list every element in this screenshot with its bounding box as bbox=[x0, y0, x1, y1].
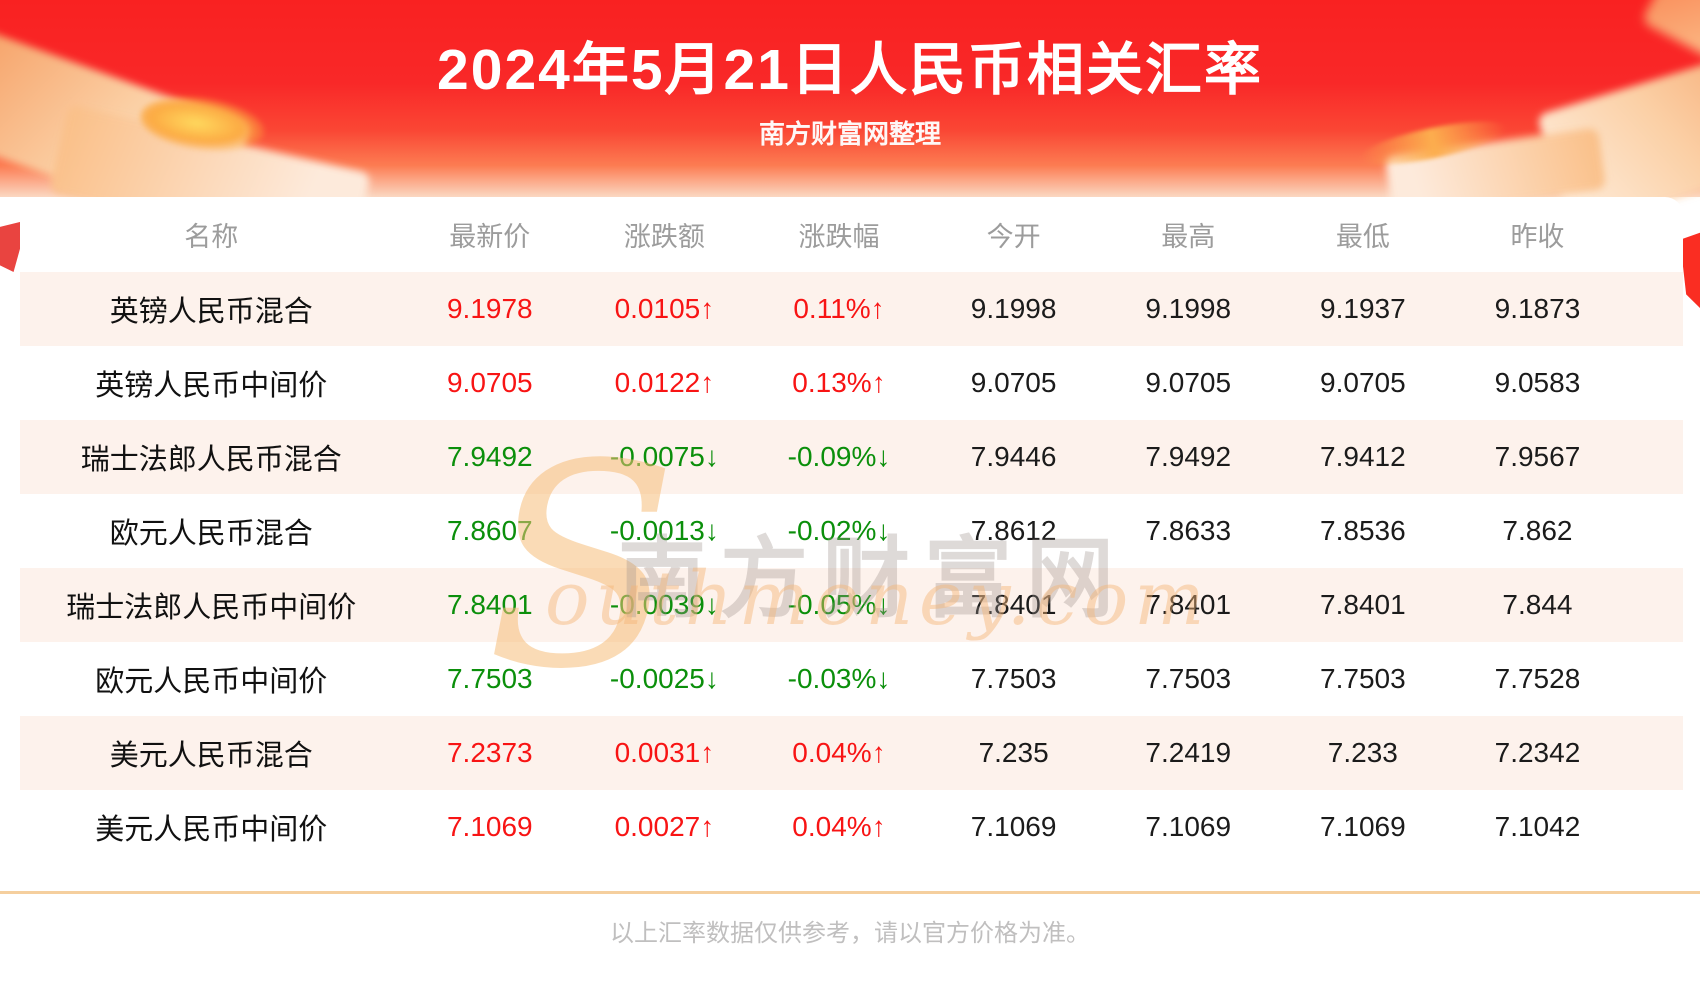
cell-prev-close: 9.0583 bbox=[1494, 367, 1581, 398]
cell-low: 9.1937 bbox=[1275, 272, 1451, 346]
cell-open: 7.8401 bbox=[926, 568, 1101, 642]
table-row: 欧元人民币中间价 7.7503 -0.0025↓ -0.03%↓ 7.7503 7.750… bbox=[20, 642, 1683, 716]
cell-latest: 7.1069 bbox=[446, 811, 533, 842]
table-row: 美元人民币中间价 7.1069 0.0027↑ 0.04%↑ 7.1069 7.1069 7… bbox=[20, 790, 1683, 864]
row-spacer-cell bbox=[1624, 716, 1683, 790]
column-header-name: 名称 bbox=[184, 222, 239, 252]
cell-change-pct: 0.04%↑ bbox=[751, 716, 927, 790]
cell-name: 瑞士法郎人民币混合 bbox=[20, 420, 403, 494]
cell-change-pct: -0.03%↓ bbox=[787, 663, 891, 694]
cell-change: -0.0025↓ bbox=[609, 663, 719, 694]
cell-latest: 7.7503 bbox=[446, 663, 533, 694]
rates-table: 名称 最新价 涨跌额 涨跌幅 今开 最高 最低 昨收 英镑人民币混合 9.1978 0.0105↑… bbox=[20, 197, 1683, 864]
cell-latest: 7.9492 bbox=[402, 420, 578, 494]
cell-name: 美元人民币中间价 bbox=[95, 814, 328, 846]
cell-name: 瑞士法郎人民币中间价 bbox=[20, 568, 403, 642]
row-spacer-cell bbox=[1625, 790, 1683, 864]
cell-prev-close: 7.7528 bbox=[1494, 663, 1581, 694]
table-header-row: 名称 最新价 涨跌额 涨跌幅 今开 最高 最低 昨收 bbox=[20, 197, 1683, 272]
cell-low: 7.9412 bbox=[1275, 420, 1451, 494]
cell-name: 欧元人民币混合 bbox=[109, 518, 313, 550]
table-row: 欧元人民币混合 7.8607 -0.0013↓ -0.02%↓ 7.8612 7.8633… bbox=[20, 494, 1683, 568]
rates-card: 名称 最新价 涨跌额 涨跌幅 今开 最高 最低 昨收 英镑人民币混合 9.1978 0.0105↑… bbox=[20, 197, 1683, 893]
cell-latest: 9.0705 bbox=[446, 367, 533, 398]
column-header-open: 今开 bbox=[986, 222, 1041, 252]
header-spacer-cell bbox=[1625, 197, 1683, 272]
cell-prev-close: 7.2342 bbox=[1450, 716, 1625, 790]
cell-change: 0.0122↑ bbox=[614, 367, 715, 398]
cell-high: 7.8633 bbox=[1145, 515, 1232, 546]
cell-high: 7.7503 bbox=[1145, 663, 1232, 694]
cell-change: 0.0105↑ bbox=[577, 272, 752, 346]
cell-latest: 7.2373 bbox=[402, 716, 578, 790]
cell-change: 0.0027↑ bbox=[614, 811, 715, 842]
cell-open: 7.8612 bbox=[970, 515, 1057, 546]
cell-name: 美元人民币混合 bbox=[20, 716, 403, 790]
table-row: 英镑人民币中间价 9.0705 0.0122↑ 0.13%↑ 9.0705 9.0705 9… bbox=[20, 346, 1683, 420]
cell-change: -0.0075↓ bbox=[577, 420, 752, 494]
table-row: 美元人民币混合 7.2373 0.0031↑ 0.04%↑ 7.235 7.2419 7.2… bbox=[20, 716, 1683, 790]
column-header-prev-close: 昨收 bbox=[1510, 222, 1565, 252]
cell-high: 9.1998 bbox=[1100, 272, 1276, 346]
cell-latest: 9.1978 bbox=[402, 272, 578, 346]
cell-name: 欧元人民币中间价 bbox=[95, 666, 328, 698]
column-header-latest: 最新价 bbox=[449, 222, 531, 252]
cell-prev-close: 7.862 bbox=[1502, 515, 1573, 546]
cell-open: 9.1998 bbox=[926, 272, 1101, 346]
cell-name: 英镑人民币混合 bbox=[20, 272, 403, 346]
column-header-high: 最高 bbox=[1161, 222, 1216, 252]
row-spacer-cell bbox=[1625, 494, 1683, 568]
row-spacer-cell bbox=[1624, 568, 1683, 642]
cell-prev-close: 9.1873 bbox=[1450, 272, 1625, 346]
cell-low: 7.8401 bbox=[1275, 568, 1451, 642]
page-subtitle: 南方财富网整理 bbox=[758, 119, 941, 149]
table-row: 瑞士法郎人民币中间价 7.8401 -0.0039↓ -0.05%↓ 7.8401 7.8… bbox=[20, 568, 1683, 642]
column-header-low: 最低 bbox=[1335, 222, 1390, 252]
cell-open: 9.0705 bbox=[970, 367, 1057, 398]
red-ribbon-decoration-right bbox=[1680, 232, 1700, 310]
cell-high: 7.9492 bbox=[1100, 420, 1276, 494]
cell-open: 7.1069 bbox=[970, 811, 1057, 842]
cell-low: 7.1069 bbox=[1320, 811, 1406, 842]
table-row: 英镑人民币混合 9.1978 0.0105↑ 0.11%↑ 9.1998 9.1998 9.… bbox=[20, 272, 1683, 346]
cell-change-pct: -0.09%↓ bbox=[751, 420, 927, 494]
cell-name: 英镑人民币中间价 bbox=[95, 370, 328, 402]
cell-low: 7.8536 bbox=[1320, 515, 1406, 546]
cell-high: 7.1069 bbox=[1145, 811, 1232, 842]
row-spacer-cell bbox=[1625, 642, 1683, 716]
row-spacer-cell bbox=[1624, 420, 1683, 494]
row-spacer-cell bbox=[1624, 272, 1683, 346]
cell-prev-close: 7.1042 bbox=[1494, 811, 1581, 842]
cell-change-pct: -0.02%↓ bbox=[787, 515, 891, 546]
column-header-change: 涨跌额 bbox=[623, 222, 705, 252]
cell-prev-close: 7.844 bbox=[1450, 568, 1625, 642]
cell-open: 7.7503 bbox=[970, 663, 1057, 694]
cell-open: 7.235 bbox=[926, 716, 1101, 790]
column-header-change-pct: 涨跌幅 bbox=[798, 222, 880, 252]
cell-high: 7.8401 bbox=[1100, 568, 1276, 642]
cell-change: -0.0039↓ bbox=[577, 568, 752, 642]
cell-change: -0.0013↓ bbox=[609, 515, 719, 546]
cell-change: 0.0031↑ bbox=[577, 716, 752, 790]
cell-change-pct: 0.11%↑ bbox=[751, 272, 927, 346]
cell-open: 7.9446 bbox=[926, 420, 1101, 494]
row-spacer-cell bbox=[1625, 346, 1683, 420]
cell-change-pct: -0.05%↓ bbox=[751, 568, 927, 642]
cell-high: 7.2419 bbox=[1100, 716, 1276, 790]
table-row: 瑞士法郎人民币混合 7.9492 -0.0075↓ -0.09%↓ 7.9446 7.94… bbox=[20, 420, 1683, 494]
cell-latest: 7.8401 bbox=[402, 568, 578, 642]
rates-table-body: 英镑人民币混合 9.1978 0.0105↑ 0.11%↑ 9.1998 9.1998 9.… bbox=[20, 272, 1683, 864]
footer-note: 以上汇率数据仅供参考，请以官方价格为准。 bbox=[610, 920, 1090, 947]
cell-latest: 7.8607 bbox=[446, 515, 533, 546]
page-title: 2024年5月21日人民币相关汇率 bbox=[437, 38, 1263, 102]
cell-change-pct: 0.13%↑ bbox=[792, 367, 886, 398]
footer-divider bbox=[0, 891, 1700, 894]
cell-low: 7.233 bbox=[1275, 716, 1451, 790]
cell-change-pct: 0.04%↑ bbox=[792, 811, 886, 842]
cell-low: 7.7503 bbox=[1320, 663, 1406, 694]
cell-prev-close: 7.9567 bbox=[1450, 420, 1625, 494]
cell-low: 9.0705 bbox=[1320, 367, 1406, 398]
cell-high: 9.0705 bbox=[1145, 367, 1232, 398]
